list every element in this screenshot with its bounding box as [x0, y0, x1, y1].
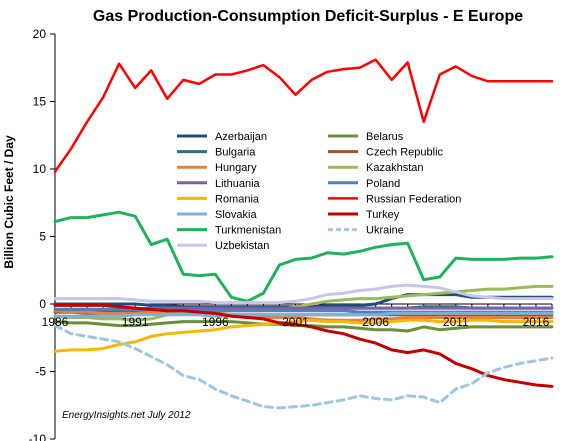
legend-entry: Uzbekistan — [177, 240, 269, 252]
legend-label: Hungary — [215, 162, 257, 174]
legend-entry: Belarus — [328, 131, 404, 143]
legend-entry: Russian Federation — [328, 193, 461, 205]
x-tick-label: 2006 — [362, 315, 389, 329]
legend-entry: Hungary — [177, 162, 257, 174]
legend-entry: Poland — [328, 178, 400, 190]
x-tick-label: 2001 — [282, 315, 309, 329]
legend-label: Belarus — [366, 131, 404, 143]
legend-label: Turkmenistan — [215, 225, 281, 237]
legend-entry: Ukraine — [328, 225, 404, 237]
plot-area: 20 15 10 5 0 -5 -10 1986 1991 1996 2001 2006 2011 201… — [29, 27, 554, 441]
y-tick-label: 15 — [33, 95, 47, 109]
y-tick-label: -10 — [29, 432, 47, 441]
y-tick-label: 10 — [33, 162, 47, 176]
legend-entry: Turkey — [328, 209, 400, 221]
y-tick-label: 0 — [39, 297, 46, 311]
legend-entry: Kazakhstan — [328, 162, 423, 174]
legend-entry: Czech Republic — [328, 147, 444, 159]
series-line-kazakhstan — [53, 284, 554, 322]
x-tick-label: 2016 — [523, 315, 550, 329]
x-tick-label: 1991 — [122, 315, 149, 329]
y-tick-label: 20 — [33, 27, 47, 41]
legend-label: Turkey — [366, 209, 400, 221]
chart-title: Gas Production-Consumption Deficit-Surpl… — [93, 8, 523, 25]
legend: Azerbaijan Belarus Bulgaria Czech Republic H… — [177, 131, 461, 252]
legend-label: Ukraine — [366, 225, 404, 237]
legend-entry: Slovakia — [177, 209, 257, 221]
legend-label: Slovakia — [215, 209, 257, 221]
legend-label: Russian Federation — [366, 193, 461, 205]
legend-entry: Romania — [177, 193, 260, 205]
legend-entry: Lithuania — [177, 178, 261, 190]
legend-label: Bulgaria — [215, 147, 256, 159]
y-tick-label: 5 — [39, 230, 46, 244]
legend-entry: Turkmenistan — [177, 225, 281, 237]
series-line-hungary — [53, 309, 554, 322]
legend-entry: Bulgaria — [177, 147, 256, 159]
series-line-turkmenistan — [53, 210, 554, 303]
legend-label: Kazakhstan — [366, 162, 423, 174]
x-tick-label: 1996 — [202, 315, 229, 329]
series-line-uzbekistan — [53, 283, 554, 305]
legend-entry: Azerbaijan — [177, 131, 267, 143]
legend-label: Uzbekistan — [215, 240, 269, 252]
series-line-romania — [53, 318, 554, 353]
legend-label: Lithuania — [215, 178, 261, 190]
y-axis-label: Billion Cubic Feet / Day — [2, 135, 16, 269]
series-line-ukraine — [53, 324, 554, 410]
legend-label: Poland — [366, 178, 400, 190]
series-line-russian-federation — [53, 58, 554, 173]
source-note: EnergyInsights.net July 2012 — [62, 410, 191, 421]
y-tick-label: -5 — [35, 365, 46, 379]
x-tick-label: 2011 — [443, 315, 469, 329]
legend-label: Czech Republic — [366, 147, 444, 159]
series-line-turkey — [53, 303, 554, 388]
series-line-slovakia — [53, 311, 554, 318]
x-tick-label: 1986 — [42, 315, 69, 329]
legend-label: Azerbaijan — [215, 131, 267, 143]
legend-label: Romania — [215, 193, 260, 205]
